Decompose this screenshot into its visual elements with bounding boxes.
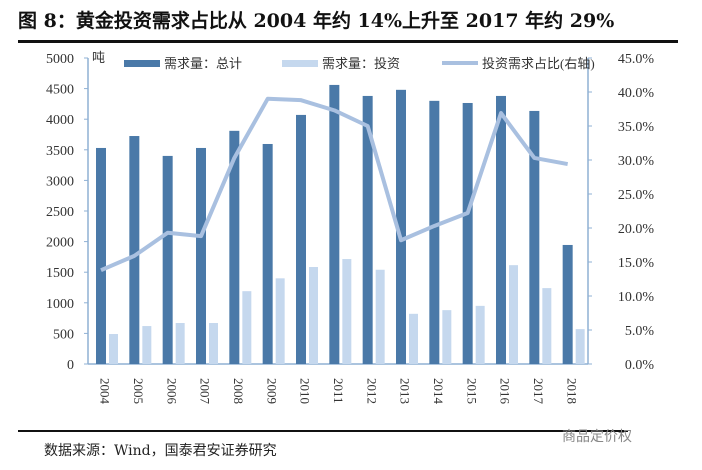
bar-total-2006	[162, 155, 173, 364]
bar-investment-2009	[275, 278, 285, 364]
x-tick-label: 2004	[98, 378, 113, 405]
right-tick-label: 35.0%	[618, 120, 655, 135]
x-tick-label: 2011	[331, 378, 346, 404]
legend-label-investment: 需求量：投资	[322, 56, 400, 71]
x-tick-label: 2017	[531, 378, 546, 405]
bar-total-2009	[262, 143, 273, 364]
bar-total-2007	[196, 147, 206, 364]
bar-total-2005	[129, 136, 140, 364]
right-tick-label: 15.0%	[618, 256, 655, 271]
x-tick-label: 2012	[364, 378, 379, 404]
bar-total-2012	[362, 95, 373, 364]
legend-swatch-share	[442, 61, 478, 65]
bar-total-2014	[429, 100, 440, 364]
x-tick-label: 2006	[164, 378, 179, 405]
bar-total-2017	[529, 110, 540, 364]
left-tick-label: 0	[67, 358, 74, 373]
x-tick-label: 2007	[198, 378, 213, 405]
right-tick-label: 40.0%	[618, 86, 655, 101]
bar-investment-2005	[142, 326, 152, 364]
right-tick-label: 30.0%	[618, 154, 655, 169]
left-tick-label: 4000	[46, 113, 74, 128]
left-tick-label: 1500	[46, 266, 74, 281]
x-tick-label: 2009	[264, 378, 279, 404]
x-tick-label: 2013	[398, 378, 413, 404]
x-tick-label: 2014	[431, 378, 446, 405]
legend-label-total: 需求量：总计	[164, 56, 242, 71]
bar-investment-2011	[342, 259, 352, 364]
left-tick-label: 2500	[46, 205, 74, 220]
bar-total-2016	[496, 95, 506, 364]
watermark: 商品定价权	[562, 429, 632, 445]
bar-investment-2004	[109, 334, 118, 364]
chart: 0 500 1000 1500 2000 2500 3000 3500 4000 4500 5000…	[46, 50, 655, 405]
footer-rule	[18, 430, 628, 432]
bar-investment-2010	[309, 266, 318, 364]
right-tick-label: 45.0%	[618, 52, 655, 67]
title-rule	[18, 40, 678, 43]
left-tick-label: 3500	[46, 144, 74, 159]
right-tick-label: 0.0%	[625, 358, 655, 373]
bar-investment-2016	[509, 265, 518, 364]
right-tick-label: 25.0%	[618, 188, 655, 203]
bar-total-2013	[396, 89, 406, 364]
bar-investment-2006	[175, 322, 185, 364]
right-tick-label: 10.0%	[618, 290, 655, 305]
bar-investment-2007	[209, 322, 218, 364]
bar-investment-2014	[442, 310, 452, 364]
right-tick-label: 5.0%	[625, 324, 655, 339]
x-tick-label: 2016	[498, 378, 513, 404]
bar-total-2011	[329, 84, 340, 364]
bar-investment-2008	[242, 291, 252, 364]
x-tick-label: 2008	[231, 378, 246, 404]
left-tick-label: 2000	[46, 236, 74, 251]
right-tick-label: 20.0%	[618, 222, 655, 237]
left-tick-label: 3000	[46, 174, 74, 189]
bar-total-2010	[296, 114, 306, 364]
bar-investment-2018	[575, 329, 585, 364]
bar-investment-2015	[475, 305, 485, 364]
legend-label-share: 投资需求占比(右轴)	[482, 56, 595, 71]
left-tick-label: 5000	[46, 52, 74, 67]
figure-title: 图 8：黄金投资需求占比从 2004 年约 14%上升至 2017 年约 29%	[18, 10, 615, 32]
left-tick-label: 500	[53, 327, 74, 342]
bar-investment-2013	[409, 313, 418, 364]
x-tick-label: 2005	[131, 378, 146, 404]
x-tick-label: 2015	[464, 378, 479, 404]
x-tick-label: 2010	[298, 378, 313, 404]
bar-total-2018	[562, 244, 573, 364]
bar-total-2004	[96, 147, 106, 364]
source-note: 数据来源：Wind，国泰君安证券研究	[44, 443, 277, 459]
legend-swatch-total	[124, 60, 160, 67]
x-tick-label: 2018	[564, 378, 579, 404]
bar-investment-2017	[542, 288, 552, 364]
bar-investment-2012	[375, 269, 385, 364]
legend-swatch-investment	[282, 60, 318, 67]
bar-total-2008	[229, 130, 240, 364]
bar-total-2015	[462, 102, 473, 365]
left-tick-label: 4500	[46, 83, 74, 98]
left-tick-label: 1000	[46, 297, 74, 312]
left-axis-unit: 吨	[92, 50, 105, 65]
